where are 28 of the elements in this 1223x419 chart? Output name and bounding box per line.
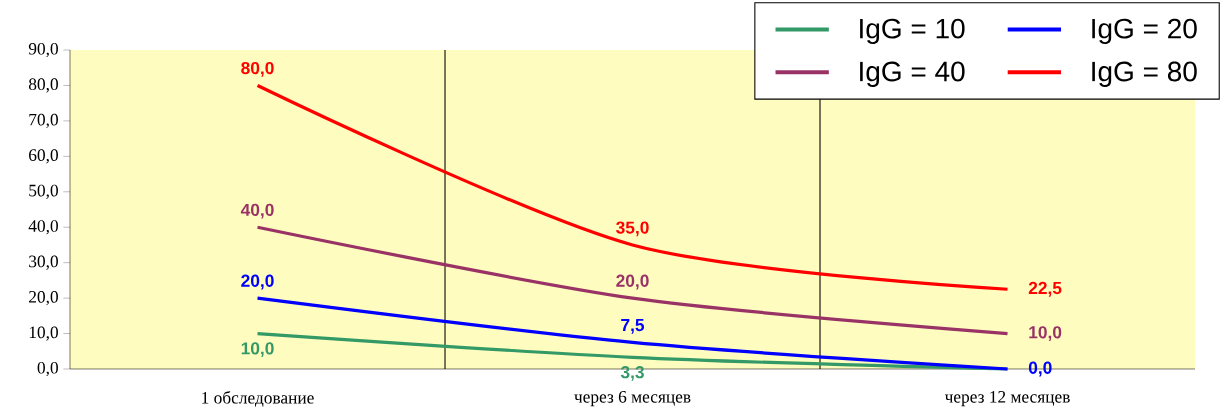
y-tick-label: 20,0 (29, 291, 58, 306)
data-label: 7,5 (621, 319, 645, 334)
legend-label: IgG = 40 (860, 61, 965, 87)
legend-label: IgG = 80 (1092, 61, 1197, 87)
data-label: 20,0 (616, 274, 649, 290)
y-tick-label: 30,0 (29, 255, 58, 270)
y-tick-label: 50,0 (29, 184, 58, 199)
legend-label: IgG = 10 (860, 18, 965, 45)
data-label: 35,0 (616, 221, 649, 237)
y-tick-label: 60,0 (29, 149, 58, 164)
data-label: 10,0 (1029, 326, 1062, 341)
data-label: 20,0 (241, 274, 274, 290)
data-label: 10,0 (241, 342, 274, 358)
y-tick-label: 90,0 (28, 42, 58, 58)
x-tick-label: 1 обследование (202, 391, 314, 407)
x-tick-label: через 12 месяцев (944, 391, 1070, 407)
data-label: 22,5 (1028, 281, 1062, 297)
legend-label: IgG = 20 (1092, 18, 1197, 45)
data-label: 0,0 (1028, 361, 1052, 377)
data-label: 80,0 (241, 61, 274, 77)
x-tick-label: через 6 месяцев (574, 391, 691, 407)
data-label: 3,3 (620, 366, 644, 381)
y-tick-label: 40,0 (28, 220, 58, 235)
y-tick-label: 0,0 (37, 361, 58, 377)
y-tick-label: 80,0 (28, 78, 58, 93)
data-label: 40,0 (240, 203, 274, 219)
y-tick-label: 10,0 (29, 326, 58, 341)
y-tick-label: 70,0 (29, 113, 58, 129)
